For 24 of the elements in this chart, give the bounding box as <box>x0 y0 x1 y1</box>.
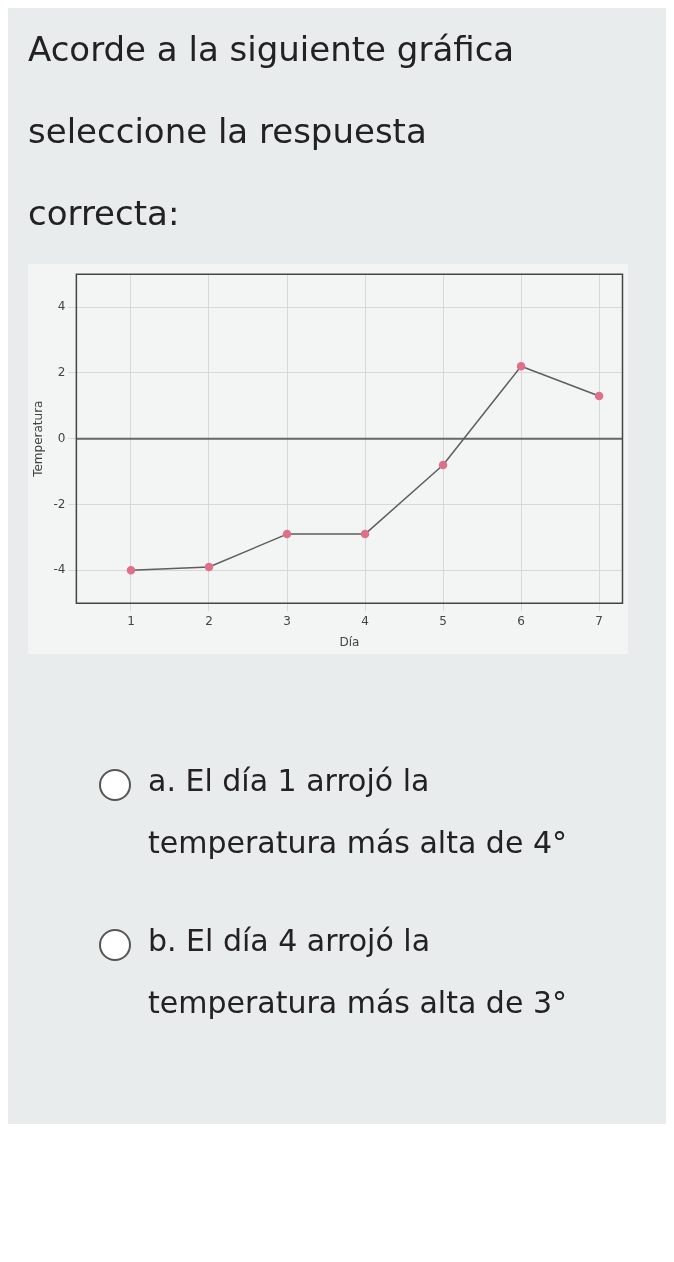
y-tick-label: 0 <box>57 430 66 445</box>
x-tick-label: 2 <box>205 613 213 628</box>
x-tick-label: 3 <box>283 613 291 628</box>
point <box>282 529 292 539</box>
text: a. El día 1 arrojó la temperatura más alta de 4° <box>148 762 568 862</box>
point <box>204 562 214 572</box>
y-tick-label: -2 <box>53 496 66 511</box>
x-tick-label: 6 <box>517 613 525 628</box>
x-tick-label: 1 <box>127 613 135 628</box>
x-tick-label: 4 <box>361 613 369 628</box>
y-axis-title: Temperatura <box>31 400 46 478</box>
y-tick-label: -4 <box>53 562 66 577</box>
x-tick-label: 5 <box>439 613 447 628</box>
point <box>126 566 136 575</box>
point <box>360 529 370 539</box>
text: b. El día 4 arrojó la temperatura más alta de 3° <box>148 922 568 1022</box>
point <box>438 460 448 470</box>
point <box>594 391 604 401</box>
x-tick-label: 7 <box>595 613 603 628</box>
y-tick-label: 4 <box>57 299 66 314</box>
x-axis-title: Día <box>339 634 360 649</box>
chart-title: Acorde a la siguiente gráfica seleccione la respuesta correcta: <box>28 29 515 233</box>
y-tick-label: 2 <box>57 365 66 380</box>
point <box>516 362 526 371</box>
